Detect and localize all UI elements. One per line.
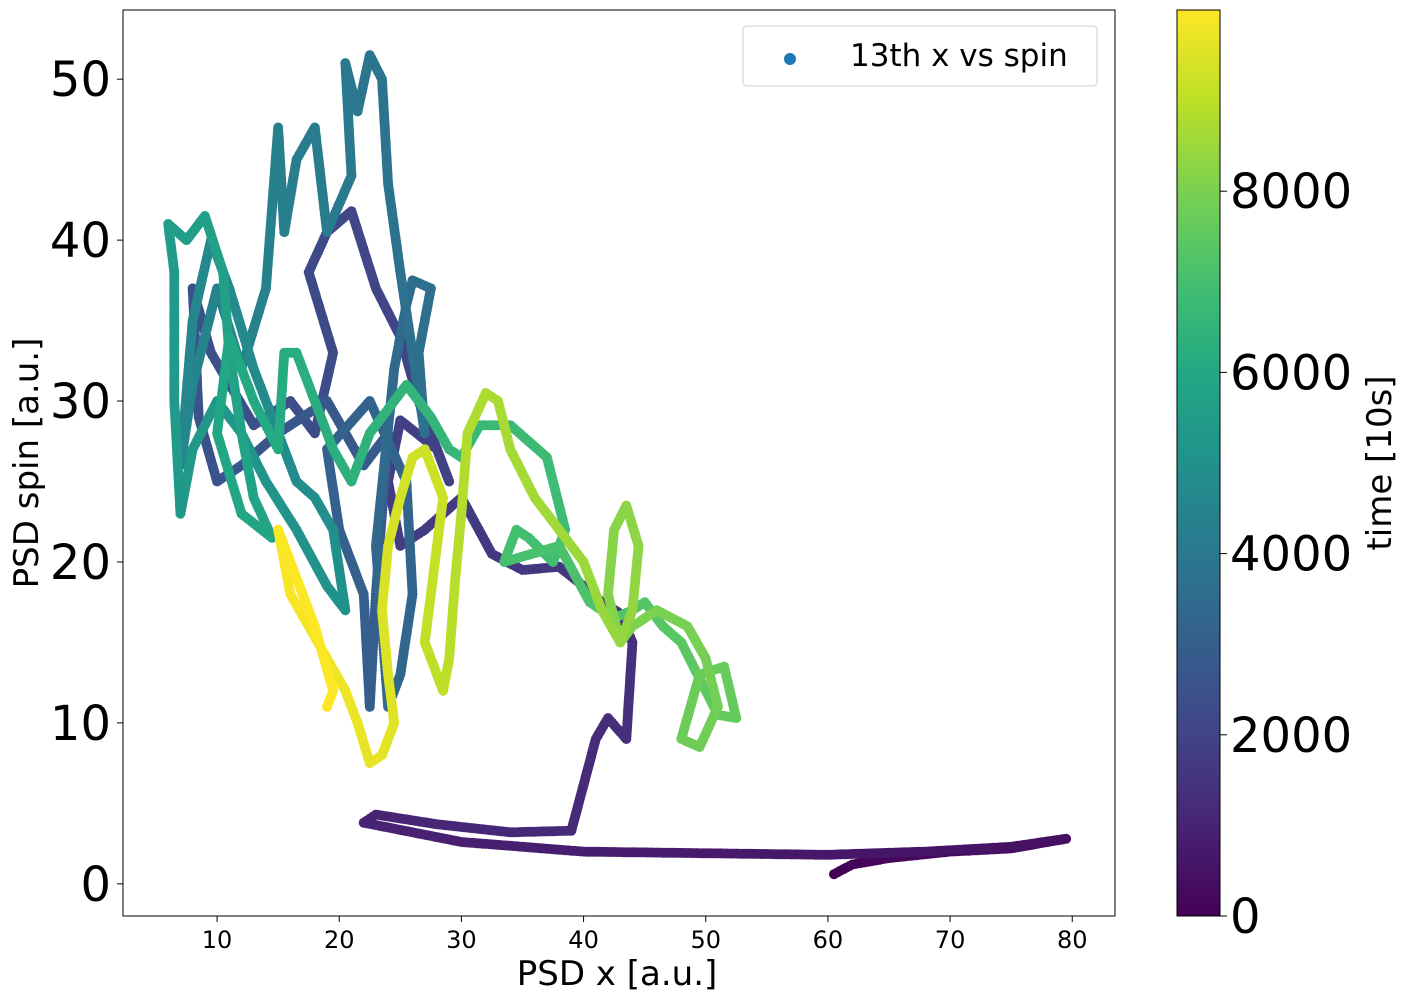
colorbar-tick-label: 6000 [1230, 345, 1352, 401]
colorbar-tick-label: 8000 [1230, 164, 1352, 220]
y-axis-label: PSD spin [a.u.] [7, 338, 47, 589]
y-tick-label: 20 [50, 535, 111, 591]
x-tick-label: 80 [1057, 926, 1088, 954]
colorbar-tick-label: 0 [1230, 889, 1261, 945]
x-tick-label: 50 [690, 926, 721, 954]
legend-label: 13th x vs spin [850, 38, 1068, 74]
data-points [163, 50, 1072, 880]
colorbar-ticks: 0 2000 4000 6000 8000 [1220, 164, 1352, 945]
colorbar: 0 2000 4000 6000 8000 time [10s] [1176, 9, 1400, 945]
y-tick-label: 10 [50, 696, 111, 752]
x-tick-label: 20 [324, 926, 355, 954]
x-tick-label: 70 [935, 926, 966, 954]
legend-marker [784, 53, 796, 65]
y-tick-label: 40 [50, 213, 111, 269]
x-axis-label: PSD x [a.u.] [517, 954, 718, 994]
colorbar-tick-label: 4000 [1230, 527, 1352, 583]
plot-frame [122, 9, 1116, 917]
y-tick-label: 0 [80, 857, 111, 913]
x-tick-label: 40 [568, 926, 599, 954]
plot-area [123, 10, 1115, 916]
x-tick-label: 60 [813, 926, 844, 954]
colorbar-gradient [1176, 9, 1221, 917]
y-tick-label: 50 [50, 52, 111, 108]
legend: 13th x vs spin [742, 25, 1098, 87]
x-axis-ticks: 10 20 30 40 50 60 70 80 [202, 916, 1088, 954]
legend-box [742, 25, 1098, 87]
colorbar-label: time [10s] [1360, 375, 1400, 550]
colorbar-tick-label: 2000 [1230, 708, 1352, 764]
y-tick-label: 30 [50, 374, 111, 430]
scatter-point [322, 701, 332, 712]
x-tick-label: 30 [446, 926, 477, 954]
x-tick-label: 10 [202, 926, 233, 954]
y-axis-ticks: 0 10 20 30 40 50 [50, 52, 123, 913]
